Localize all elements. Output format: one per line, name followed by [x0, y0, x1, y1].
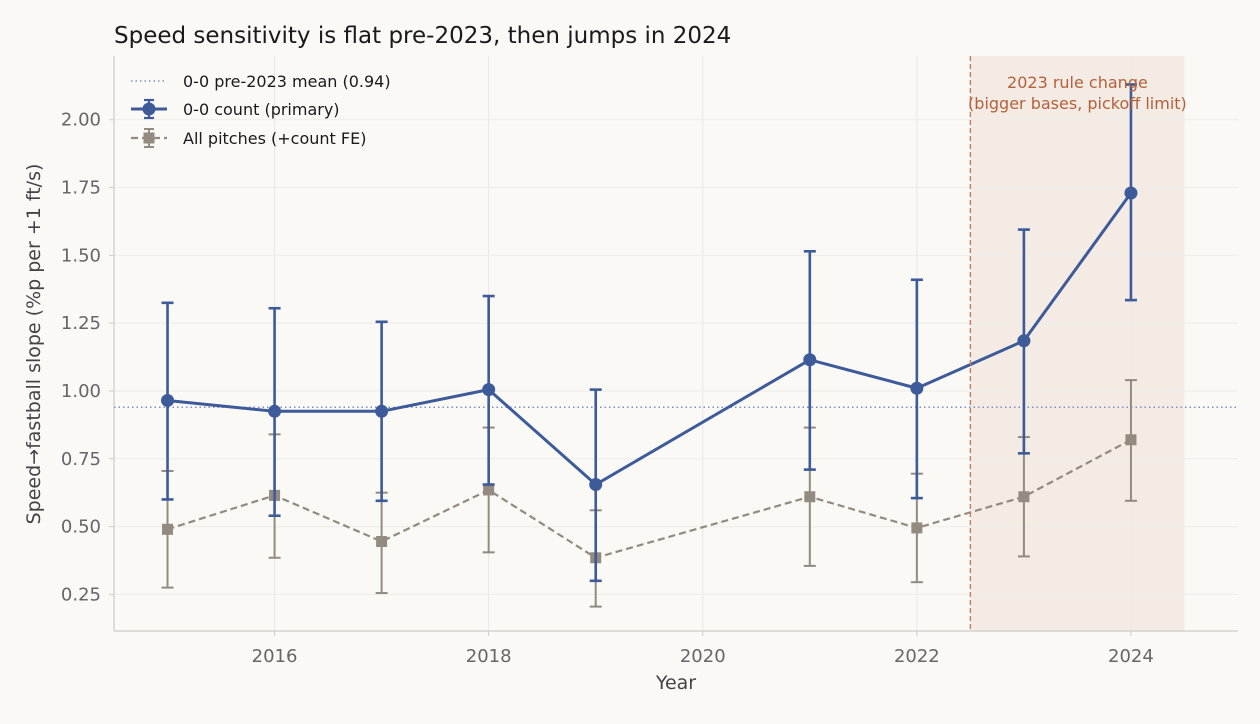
y-tick-label: 1.00: [61, 381, 101, 402]
data-point: [162, 523, 174, 535]
data-point: [1018, 491, 1030, 503]
x-tick-label: 2024: [1108, 646, 1154, 667]
tick-labels: 2016 2018 2020 2022 2024 0.25 0.50 0.75 1.00 1.25…: [61, 110, 1154, 667]
x-tick-label: 2020: [680, 646, 726, 667]
y-axis-title: Speed→fastball slope (%p per +1 ft/s): [23, 164, 45, 525]
series-layer: [114, 83, 1238, 608]
data-point: [910, 381, 924, 395]
y-tick-label: 2.00: [61, 110, 101, 131]
y-tick-label: 1.50: [61, 245, 101, 266]
grid-lines: [114, 56, 1238, 631]
chart-title: Speed sensitivity is flat pre-2023, then…: [114, 23, 731, 49]
legend: 0-0 pre-2023 mean (0.94) 0-0 count (prima…: [131, 72, 391, 148]
data-point: [589, 478, 603, 492]
data-point: [376, 535, 388, 547]
y-tick-label: 0.25: [61, 584, 101, 605]
annotation-layer: 2023 rule change (bigger bases, pickoff l…: [968, 56, 1187, 631]
legend-label: 0-0 count (primary): [183, 100, 340, 119]
x-axis-title: Year: [655, 672, 696, 694]
y-tick-label: 1.75: [61, 178, 101, 199]
data-point: [482, 383, 496, 397]
legend-item: 0-0 count (primary): [131, 98, 340, 120]
data-point: [911, 522, 923, 534]
data-point: [161, 393, 175, 407]
x-tick-label: 2022: [894, 646, 940, 667]
legend-swatch-marker: [142, 102, 156, 116]
plot-area: [970, 56, 1185, 631]
data-point: [803, 353, 817, 367]
rule-change-annotation: (bigger bases, pickoff limit): [968, 94, 1187, 113]
legend-label: All pitches (+count FE): [183, 129, 366, 148]
legend-item: 0-0 pre-2023 mean (0.94): [131, 72, 391, 91]
x-tick-label: 2016: [252, 646, 298, 667]
series-primary: [161, 83, 1138, 583]
data-point: [1124, 186, 1138, 200]
y-tick-label: 0.50: [61, 517, 101, 538]
legend-item: All pitches (+count FE): [131, 128, 366, 148]
data-point: [483, 484, 495, 496]
data-point: [1125, 434, 1137, 446]
data-point: [1017, 334, 1031, 348]
data-point: [375, 404, 389, 418]
legend-swatch-marker: [143, 132, 155, 144]
x-tick-label: 2018: [466, 646, 512, 667]
y-tick-label: 1.25: [61, 313, 101, 334]
rule-change-annotation: 2023 rule change: [1007, 73, 1148, 92]
data-point: [804, 491, 816, 503]
data-point: [268, 404, 282, 418]
legend-label: 0-0 pre-2023 mean (0.94): [183, 72, 391, 91]
shaded-region: [970, 56, 1185, 631]
y-tick-label: 0.75: [61, 449, 101, 470]
axes: [109, 56, 1238, 636]
